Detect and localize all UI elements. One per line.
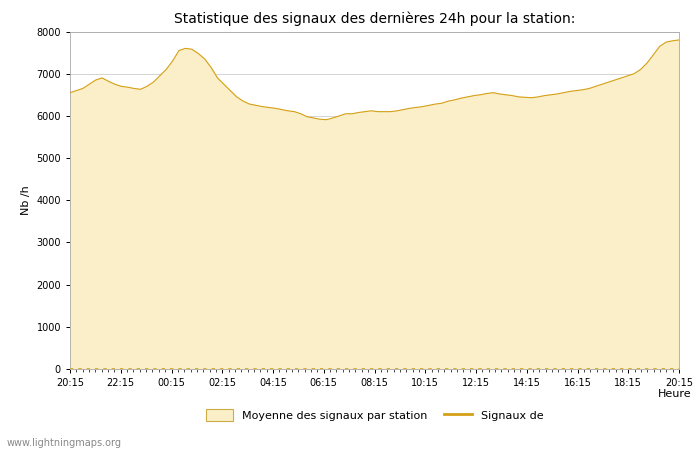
Title: Statistique des signaux des dernières 24h pour la station:: Statistique des signaux des dernières 24…: [174, 12, 575, 26]
X-axis label: Heure: Heure: [657, 389, 691, 399]
Y-axis label: Nb /h: Nb /h: [21, 185, 31, 215]
Legend: Moyenne des signaux par station, Signaux de: Moyenne des signaux par station, Signaux…: [206, 410, 543, 421]
Text: www.lightningmaps.org: www.lightningmaps.org: [7, 438, 122, 448]
